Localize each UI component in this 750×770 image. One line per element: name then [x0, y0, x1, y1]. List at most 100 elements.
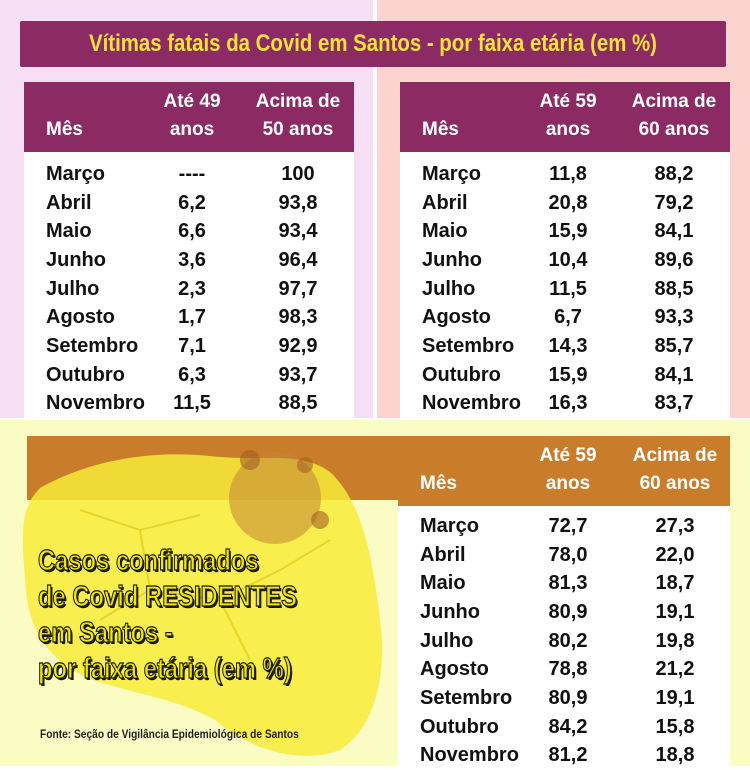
month-cell: Abril [24, 189, 142, 218]
virus-spike-icon [297, 457, 313, 473]
value-cell: 84,1 [618, 361, 730, 390]
value-cell: 84,2 [516, 713, 620, 742]
value-cell: 93,7 [242, 361, 354, 390]
value-cell: 15,9 [518, 217, 618, 246]
value-cell: 100 [242, 152, 354, 189]
header-month: Mês [24, 82, 142, 152]
month-cell: Outubro [398, 713, 516, 742]
value-cell: 80,2 [516, 627, 620, 656]
value-cell: 19,8 [620, 627, 730, 656]
value-cell: 88,5 [618, 275, 730, 304]
value-cell: 6,6 [142, 217, 242, 246]
casos-line: em Santos - [38, 615, 297, 651]
value-cell: 15,8 [620, 713, 730, 742]
virus-spike-icon [311, 511, 329, 529]
value-cell: 97,7 [242, 275, 354, 304]
month-cell: Setembro [400, 332, 518, 361]
value-cell: 20,8 [518, 189, 618, 218]
value-cell: 93,4 [242, 217, 354, 246]
month-cell: Agosto [400, 303, 518, 332]
value-cell: 3,6 [142, 246, 242, 275]
title-bar: Vítimas fatais da Covid em Santos - por … [20, 21, 726, 67]
month-cell: Junho [398, 598, 516, 627]
value-cell: 80,9 [516, 684, 620, 713]
value-cell: 92,9 [242, 332, 354, 361]
source-note: Fonte: Seção de Vigilância Epidemiológic… [40, 727, 299, 741]
value-cell: 84,1 [618, 217, 730, 246]
month-cell: Outubro [400, 361, 518, 390]
virus-spike-icon [240, 450, 260, 470]
month-cell: Abril [398, 541, 516, 570]
month-cell: Agosto [24, 303, 142, 332]
value-cell: 11,5 [518, 275, 618, 304]
value-cell: 96,4 [242, 246, 354, 275]
value-cell: 16,3 [518, 390, 618, 419]
value-cell: 72,7 [516, 506, 620, 541]
month-cell: Junho [400, 246, 518, 275]
value-cell: 89,6 [618, 246, 730, 275]
month-cell: Setembro [24, 332, 142, 361]
month-cell: Março [24, 152, 142, 189]
header-month: Mês [398, 436, 516, 506]
month-cell: Outubro [24, 361, 142, 390]
month-cell: Junho [24, 246, 142, 275]
value-cell: 78,8 [516, 655, 620, 684]
value-cell: 11,8 [518, 152, 618, 189]
value-cell: 93,8 [242, 189, 354, 218]
value-cell: 98,3 [242, 303, 354, 332]
month-cell: Julho [400, 275, 518, 304]
month-cell: Setembro [398, 684, 516, 713]
month-cell: Maio [398, 569, 516, 598]
page-title: Vítimas fatais da Covid em Santos - por … [73, 21, 673, 67]
month-cell: Julho [24, 275, 142, 304]
value-cell: 27,3 [620, 506, 730, 541]
value-cell: 88,2 [618, 152, 730, 189]
month-cell: Novembro [24, 390, 142, 419]
value-cell: 88,5 [242, 390, 354, 419]
month-cell: Abril [400, 189, 518, 218]
header-month: Mês [400, 82, 518, 152]
value-cell: 85,7 [618, 332, 730, 361]
value-cell: 19,1 [620, 598, 730, 627]
month-cell: Março [400, 152, 518, 189]
value-cell: 14,3 [518, 332, 618, 361]
value-cell: 81,3 [516, 569, 620, 598]
value-cell: 79,2 [618, 189, 730, 218]
value-cell: 80,9 [516, 598, 620, 627]
value-cell: 6,2 [142, 189, 242, 218]
casos-line: por faixa etária (em %) [38, 651, 297, 687]
casos-line: de Covid RESIDENTES [38, 579, 297, 615]
value-cell: 2,3 [142, 275, 242, 304]
value-cell: 10,4 [518, 246, 618, 275]
